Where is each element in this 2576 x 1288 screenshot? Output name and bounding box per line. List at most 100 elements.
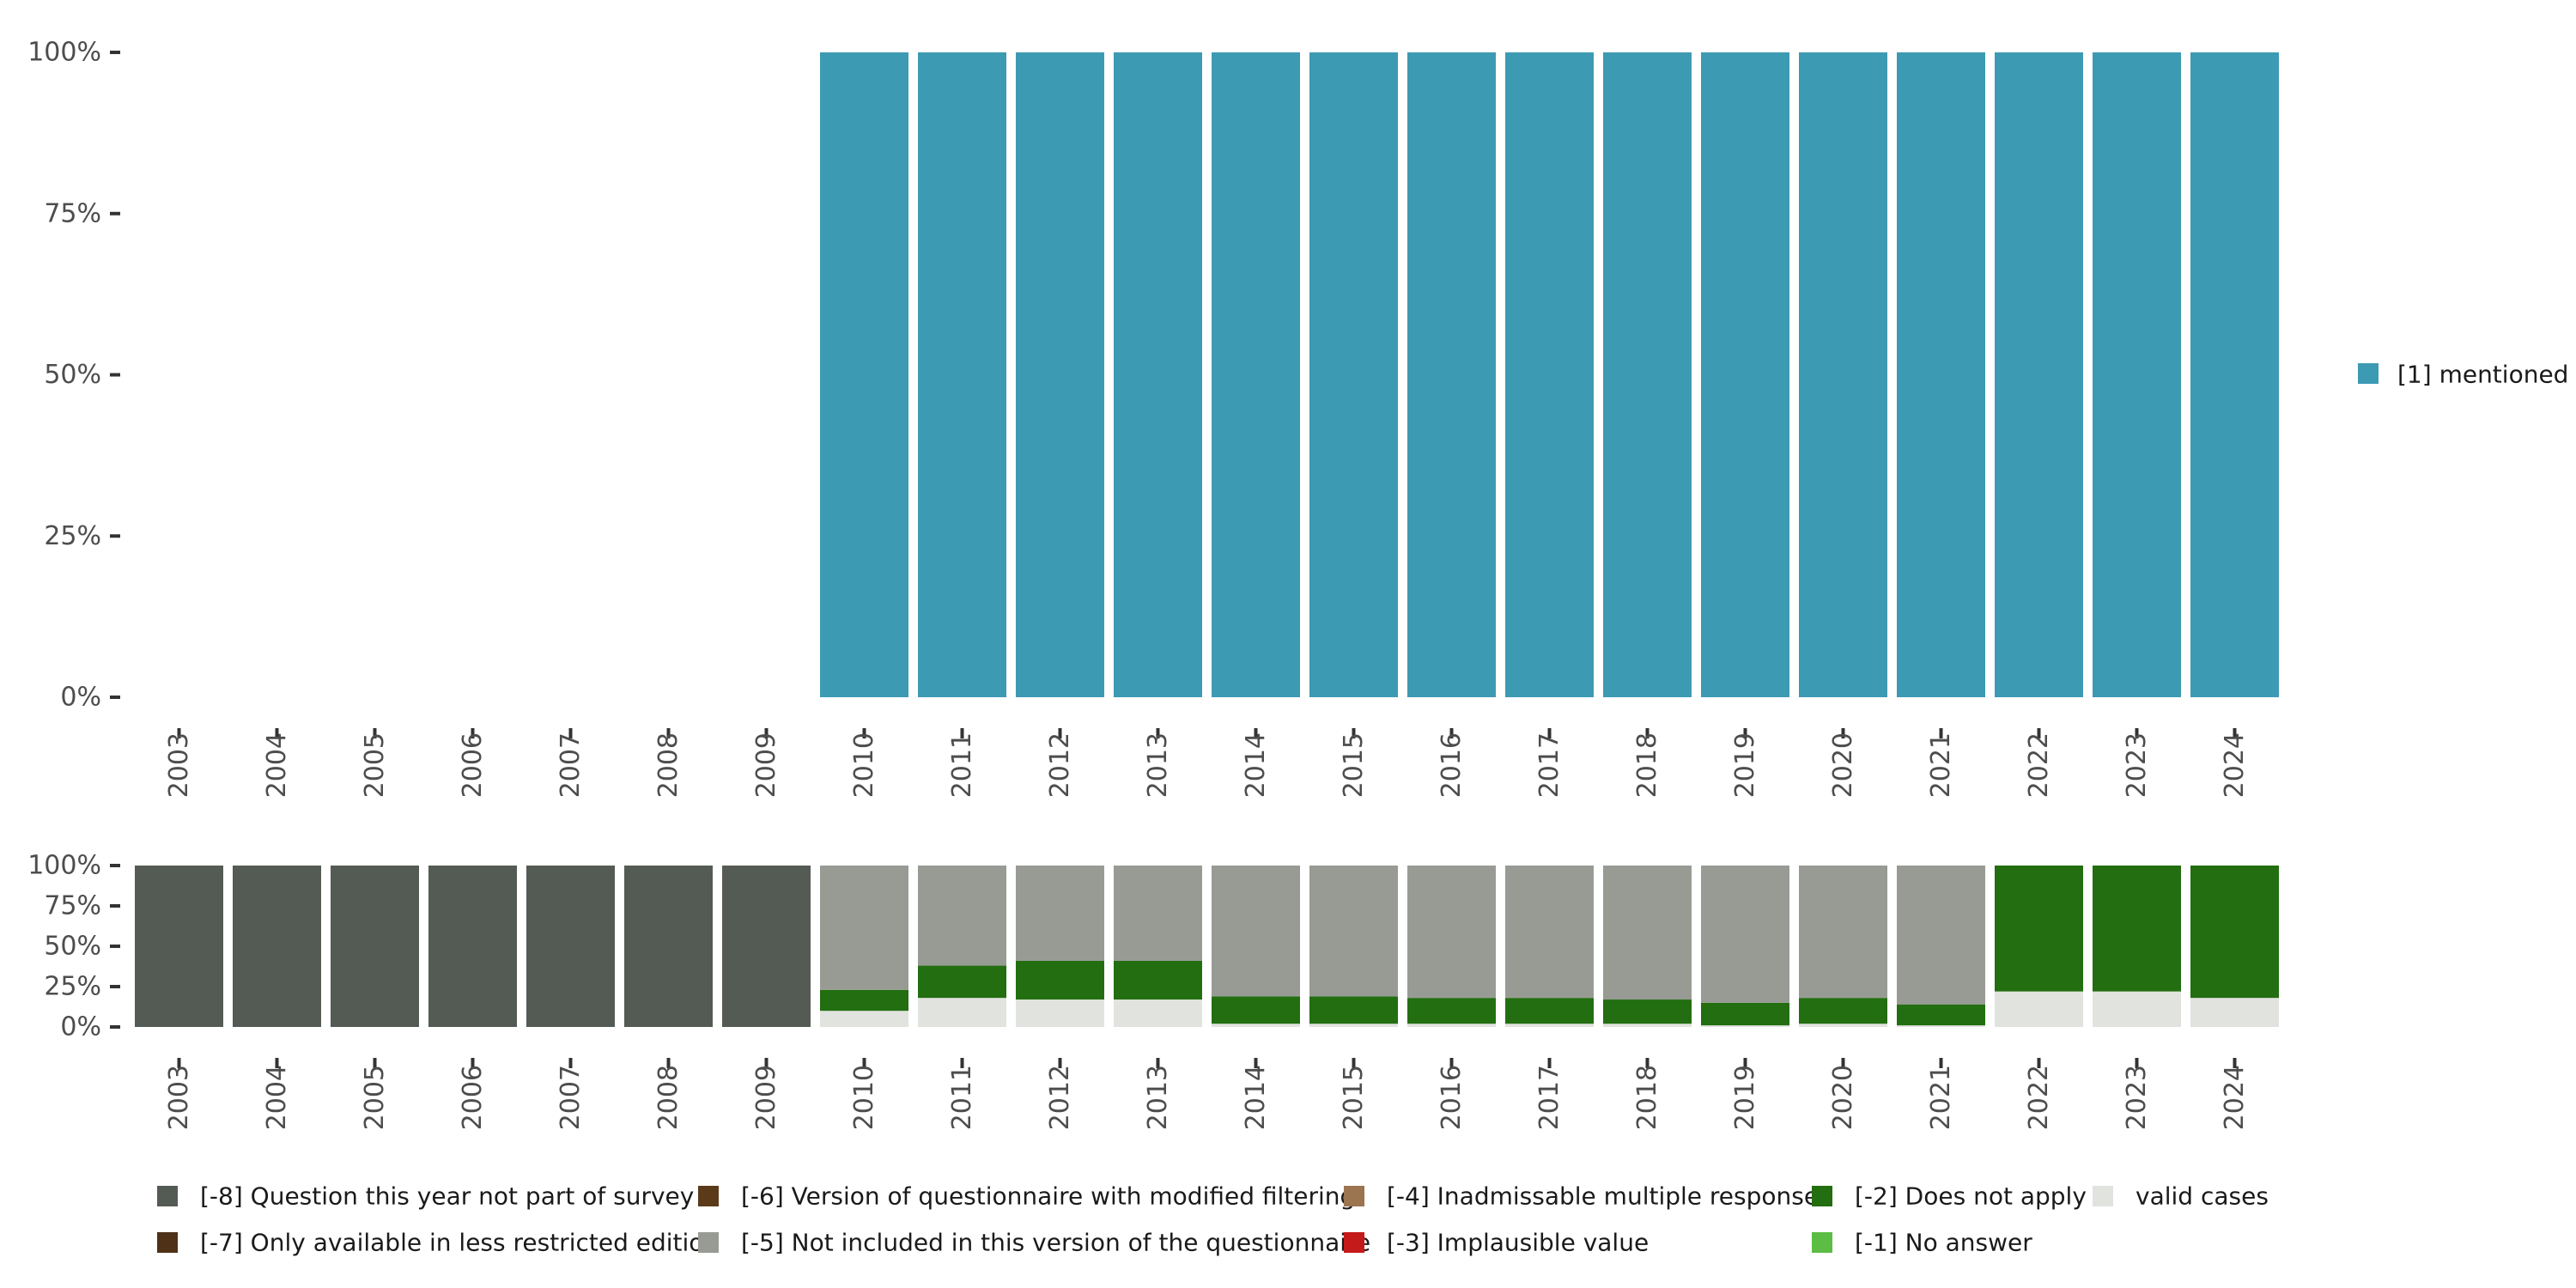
- bottom-x-tick-label: 2016: [1437, 1065, 1467, 1130]
- bottom-y-tick-label: 25%: [44, 972, 101, 1002]
- top-bar-2021-s0: [1897, 52, 1985, 697]
- bottom-legend-label: [-5] Not included in this version of the…: [741, 1229, 1370, 1257]
- bottom-bar-2019-s5: [1701, 866, 1789, 1003]
- top-x-tick-label: 2004: [262, 732, 292, 798]
- top-x-tick-label: 2019: [1730, 732, 1760, 798]
- bottom-legend-label: [-3] Implausible value: [1387, 1229, 1649, 1257]
- bottom-bar-2015-s5: [1309, 866, 1398, 997]
- bottom-bar-2013-s5: [1114, 866, 1202, 961]
- top-x-tick-label: 2011: [947, 732, 977, 798]
- bottom-x-tick-label: 2003: [164, 1065, 194, 1130]
- bottom-bar-2018-s2: [1603, 999, 1692, 1024]
- bottom-x-tick-label: 2019: [1730, 1065, 1760, 1130]
- top-x-tick-label: 2007: [556, 732, 586, 798]
- bottom-x-tick-label: 2008: [653, 1065, 683, 1130]
- bottom-bar-2019-s2: [1701, 1002, 1789, 1026]
- top-x-tick-label: 2024: [2220, 732, 2250, 798]
- bottom-x-tick-label: 2009: [751, 1065, 781, 1130]
- bottom-bar-2013-s2: [1114, 960, 1202, 1000]
- bottom-bar-2023-s0: [2093, 991, 2181, 1027]
- bottom-x-tick-label: 2022: [2024, 1065, 2054, 1130]
- bottom-x-tick-label: 2015: [1339, 1065, 1369, 1130]
- bottom-legend-label: [-2] Does not apply: [1855, 1182, 2087, 1211]
- bottom-bar-2005-s8: [331, 866, 419, 1027]
- bottom-legend-label: [-4] Inadmissable multiple response: [1387, 1182, 1819, 1211]
- bottom-bar-2018-s5: [1603, 866, 1692, 1000]
- bottom-bar-2015-s2: [1309, 996, 1398, 1024]
- top-bar-2023-s0: [2093, 52, 2181, 697]
- bottom-bar-2017-s0: [1505, 1024, 1594, 1027]
- bottom-bar-2021-s0: [1897, 1025, 1985, 1027]
- bottom-y-tick-label: 75%: [44, 891, 101, 921]
- top-x-tick-label: 2005: [360, 732, 390, 798]
- bottom-bar-2016-s5: [1407, 866, 1496, 999]
- bottom-bar-2010-s2: [820, 989, 908, 1012]
- bottom-x-tick-label: 2017: [1534, 1065, 1564, 1130]
- top-x-tick-label: 2010: [849, 732, 879, 798]
- bottom-bar-2018-s0: [1603, 1024, 1692, 1027]
- bottom-legend-key: [157, 1232, 178, 1253]
- bottom-bar-2021-s5: [1897, 866, 1985, 1005]
- bottom-x-tick-label: 2013: [1143, 1065, 1173, 1130]
- top-legend-label: [1] mentioned: [2397, 361, 2568, 389]
- bottom-bar-2016-s2: [1407, 998, 1496, 1024]
- top-legend: [1] mentioned: [2358, 361, 2568, 389]
- bottom-x-tick-label: 2007: [556, 1065, 586, 1130]
- bottom-bar-2004-s8: [233, 866, 321, 1027]
- bottom-bar-2020-s2: [1799, 998, 1887, 1024]
- top-x-tick-label: 2016: [1437, 732, 1467, 798]
- bottom-legend-key: [2093, 1186, 2113, 1206]
- top-bar-2019-s0: [1701, 52, 1789, 697]
- bottom-panel: 0% 25% 50% 75% 100% 2003 2004 2005 2006 2007 2008 2…: [27, 851, 2279, 1130]
- bottom-x-tick-label: 2021: [1926, 1065, 1956, 1130]
- bottom-x-tick-label: 2005: [360, 1065, 390, 1130]
- bottom-bar-2020-s5: [1799, 866, 1887, 999]
- bottom-bar-2021-s2: [1897, 1004, 1985, 1026]
- bottom-bar-2024-s0: [2190, 998, 2279, 1027]
- bottom-bar-2022-s0: [1995, 991, 2083, 1027]
- bottom-x-tick-label: 2011: [947, 1065, 977, 1130]
- bottom-legend-key: [698, 1186, 719, 1206]
- bottom-legend-key: [698, 1232, 719, 1253]
- bottom-bar-2014-s2: [1212, 996, 1300, 1024]
- bottom-legend-label: [-1] No answer: [1855, 1229, 2032, 1257]
- bottom-legend-key: [1344, 1232, 1364, 1253]
- top-x-tick-label: 2017: [1534, 732, 1564, 798]
- top-bar-2013-s0: [1114, 52, 1202, 697]
- top-bar-2016-s0: [1407, 52, 1496, 697]
- bottom-x-tick-label: 2014: [1241, 1065, 1271, 1130]
- bottom-x-tick-label: 2020: [1828, 1065, 1858, 1130]
- bottom-y-tick-label: 0%: [60, 1012, 101, 1042]
- top-x-tick-label: 2013: [1143, 732, 1173, 798]
- bottom-x-tick-label: 2023: [2122, 1065, 2152, 1130]
- top-x-tick-label: 2018: [1632, 732, 1662, 798]
- bottom-legend-key: [1812, 1186, 1832, 1206]
- top-x-tick-label: 2020: [1828, 732, 1858, 798]
- bottom-bar-2003-s8: [135, 866, 223, 1027]
- top-y-tick-label: 75%: [44, 198, 101, 228]
- top-x-tick-label: 2006: [458, 732, 488, 798]
- bottom-x-tick-label: 2018: [1632, 1065, 1662, 1130]
- bottom-legend-label: [-7] Only available in less restricted e…: [200, 1229, 719, 1257]
- top-x-tick-label: 2022: [2024, 732, 2054, 798]
- bottom-legend-label: valid cases: [2136, 1182, 2269, 1211]
- bottom-x-tick-label: 2006: [458, 1065, 488, 1130]
- bottom-legend: [-8] Question this year not part of surv…: [157, 1182, 2269, 1257]
- bottom-y-tick-label: 100%: [27, 851, 101, 881]
- bottom-bar-2008-s8: [624, 866, 713, 1027]
- top-y-tick-label: 100%: [27, 38, 101, 68]
- bottom-bar-2015-s0: [1309, 1024, 1398, 1027]
- top-bar-2012-s0: [1016, 52, 1104, 697]
- bottom-bar-2010-s5: [820, 866, 908, 990]
- bottom-bar-2006-s8: [428, 866, 517, 1027]
- bottom-bar-2012-s2: [1016, 960, 1104, 1000]
- bottom-bar-2020-s0: [1799, 1024, 1887, 1027]
- top-legend-key: [2358, 363, 2379, 384]
- bottom-x-tick-label: 2012: [1045, 1065, 1075, 1130]
- bottom-x-tick-label: 2024: [2220, 1065, 2250, 1130]
- bottom-bar-2010-s0: [820, 1011, 908, 1027]
- bottom-legend-key: [157, 1186, 178, 1206]
- top-y-tick-label: 25%: [44, 521, 101, 551]
- bottom-bar-2007-s8: [526, 866, 615, 1027]
